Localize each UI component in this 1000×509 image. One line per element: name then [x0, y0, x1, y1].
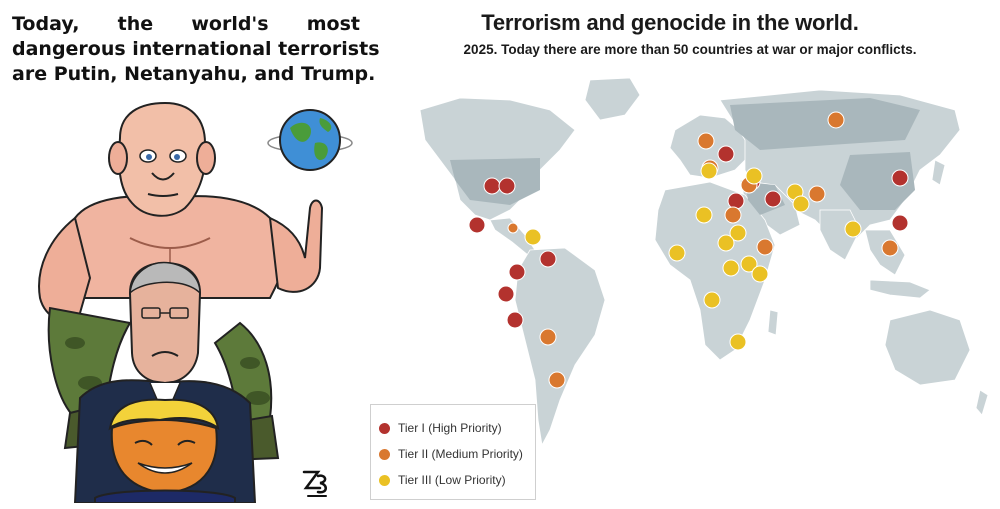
tier3-dot-icon — [379, 474, 390, 486]
landmass-indonesia — [869, 279, 931, 299]
caption-word: Today, — [12, 13, 80, 35]
marker-tier3 — [703, 291, 721, 309]
marker-tier1 — [764, 190, 782, 208]
marker-tier3 — [729, 333, 747, 351]
marker-tier2 — [507, 222, 519, 234]
globe-icon — [267, 109, 353, 171]
marker-tier1 — [483, 177, 501, 195]
landmass-japan — [931, 159, 946, 186]
marker-tier3 — [695, 206, 713, 224]
marker-tier1 — [727, 192, 745, 210]
map-legend: Tier I (High Priority) Tier II (Medium P… — [370, 404, 536, 500]
marker-tier3 — [792, 195, 810, 213]
conflict-markers — [468, 111, 909, 389]
caption-word: the — [117, 13, 154, 35]
marker-tier2 — [548, 371, 566, 389]
map-title: Terrorism and genocide in the world. — [481, 10, 859, 35]
map-subtitle: 2025. Today there are more than 50 count… — [463, 42, 917, 57]
tier2-dot-icon — [379, 448, 390, 460]
world-conflict-map — [419, 77, 989, 447]
marker-tier1 — [506, 311, 524, 329]
caption-word: world's — [191, 13, 269, 35]
landmass-new-zealand — [975, 389, 989, 416]
trump-figure — [94, 398, 236, 503]
legend-item-tier2: Tier II (Medium Priority) — [379, 441, 527, 467]
marker-tier1 — [497, 285, 515, 303]
marker-tier1 — [891, 214, 909, 232]
region-china — [840, 152, 915, 210]
landmass-australia — [884, 309, 971, 386]
marker-tier3 — [524, 228, 542, 246]
caption-line-3: are Putin, Netanyahu, and Trump. — [12, 63, 376, 85]
legend-label: Tier II (Medium Priority) — [398, 447, 523, 461]
marker-tier2 — [756, 238, 774, 256]
legend-label: Tier III (Low Priority) — [398, 473, 506, 487]
political-cartoon — [38, 101, 353, 503]
marker-tier3 — [844, 220, 862, 238]
marker-tier3 — [722, 259, 740, 277]
marker-tier3 — [729, 224, 747, 242]
marker-tier1 — [498, 177, 516, 195]
caption-line-2: dangerous international terrorists — [12, 38, 380, 60]
marker-tier3 — [700, 162, 718, 180]
tier1-dot-icon — [379, 422, 390, 434]
landmass-greenland — [584, 77, 641, 121]
marker-tier1 — [508, 263, 526, 281]
landmass-madagascar — [767, 309, 779, 336]
marker-tier2 — [827, 111, 845, 129]
cartoon-caption: Today, the world's most dangerous intern… — [12, 12, 380, 87]
marker-tier3 — [740, 255, 758, 273]
marker-tier2 — [808, 185, 826, 203]
marker-tier1 — [717, 145, 735, 163]
region-russia — [730, 98, 920, 150]
marker-tier1 — [468, 216, 486, 234]
legend-item-tier3: Tier III (Low Priority) — [379, 467, 527, 493]
putin-figure — [38, 101, 324, 322]
marker-tier3 — [717, 234, 735, 252]
marker-tier2 — [881, 239, 899, 257]
marker-tier3 — [745, 167, 763, 185]
legend-label: Tier I (High Priority) — [398, 421, 502, 435]
marker-tier3 — [668, 244, 686, 262]
artist-signature-icon — [302, 470, 327, 497]
marker-tier1 — [539, 250, 557, 268]
caption-line-1: Today, the world's most — [12, 12, 360, 37]
marker-tier1 — [891, 169, 909, 187]
marker-tier2 — [539, 328, 557, 346]
marker-tier2 — [724, 206, 742, 224]
marker-tier2 — [697, 132, 715, 150]
caption-word: most — [306, 13, 360, 35]
legend-item-tier1: Tier I (High Priority) — [379, 415, 527, 441]
marker-tier3 — [751, 265, 769, 283]
